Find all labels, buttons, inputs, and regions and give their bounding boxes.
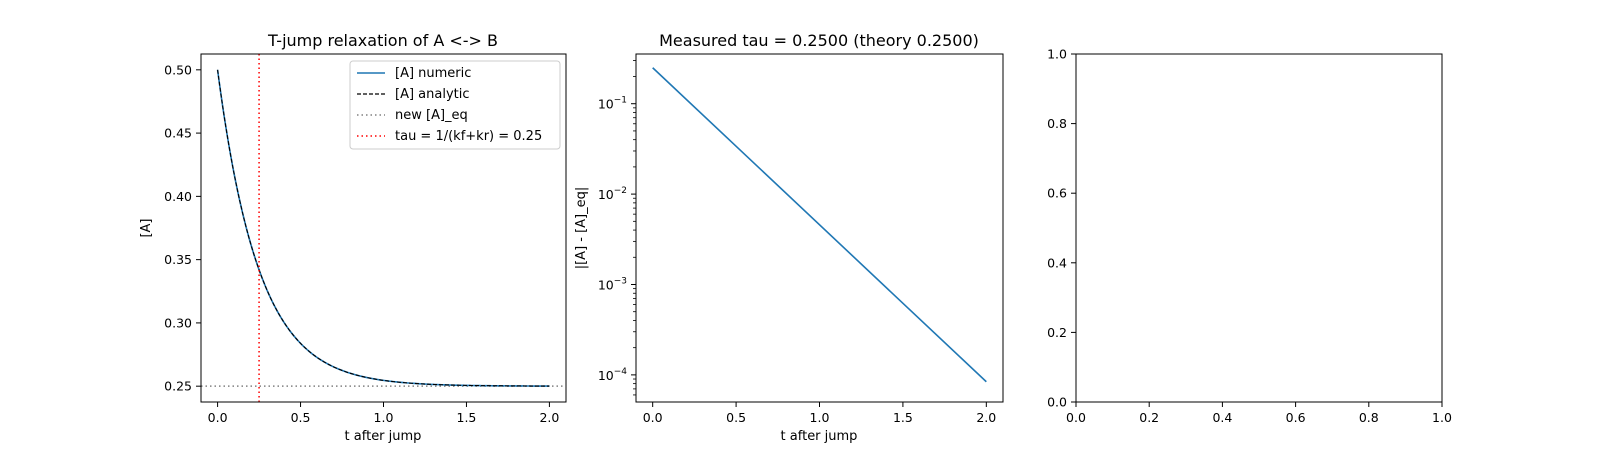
- y-tick-label: 10−3: [598, 276, 627, 292]
- x-tick-label: 0.5: [726, 410, 746, 425]
- x-tick-label: 0.4: [1212, 410, 1232, 425]
- series-analytic-line: [217, 69, 550, 387]
- y-tick-label: 0.4: [1047, 255, 1067, 270]
- y-tick-label: 10−1: [598, 96, 627, 112]
- panel3-frame: [1075, 53, 1443, 403]
- panel1-legend: [A] numeric [A] analytic new [A]_eq tau …: [349, 60, 561, 150]
- y-tick-label: 0.6: [1047, 186, 1067, 201]
- panel2-plot-area: [652, 67, 987, 383]
- y-tick-label: 0.25: [164, 379, 192, 394]
- panel2-title: Measured tau = 0.2500 (theory 0.2500): [659, 31, 979, 50]
- legend-label-tau: tau = 1/(kf+kr) = 0.25: [395, 129, 542, 144]
- y-tick-label: 1.0: [1047, 47, 1067, 62]
- panel3-y-ticks: 0.0 0.2 0.4 0.6 0.8 1.0: [1047, 47, 1076, 410]
- x-tick-label: 0.8: [1359, 410, 1379, 425]
- legend-label-numeric: [A] numeric: [395, 66, 471, 81]
- panel1-title: T-jump relaxation of A <-> B: [267, 31, 498, 50]
- legend-label-eq: new [A]_eq: [395, 108, 468, 123]
- legend-box: [349, 60, 561, 150]
- panel1-x-label: t after jump: [345, 429, 422, 444]
- y-tick-label: 0.30: [164, 315, 192, 330]
- panel1-plot-area: [201, 54, 566, 402]
- panel2-y-label: |[A] - [A]_eq|: [574, 187, 589, 270]
- x-tick-label: 1.0: [374, 410, 394, 425]
- panel1-y-ticks: 0.25 0.30 0.35 0.40 0.45 0.50: [164, 62, 201, 394]
- y-tick-label: 0.50: [164, 62, 192, 77]
- panel-relaxation: T-jump relaxation of A <-> B 0.0 0.5 1.0 1.…: [139, 31, 567, 444]
- y-tick-label: 10−2: [598, 186, 627, 202]
- panel-empty: 0.0 0.2 0.4 0.6 0.8 1.0 0.0 0.2 0.4 0.6 0.8 1.0: [1047, 47, 1452, 426]
- x-tick-label: 2.0: [539, 410, 559, 425]
- y-tick-label: 10−4: [598, 367, 627, 383]
- x-tick-label: 0.6: [1286, 410, 1306, 425]
- y-tick-label: 0.40: [164, 189, 192, 204]
- panel-log-deviation: Measured tau = 0.2500 (theory 0.2500) 0.…: [574, 31, 1004, 444]
- y-tick-label: 0.45: [164, 126, 192, 141]
- panel2-x-ticks: 0.0 0.5 1.0 1.5 2.0: [643, 402, 996, 425]
- x-tick-label: 2.0: [976, 410, 996, 425]
- panel1-x-ticks: 0.0 0.5 1.0 1.5 2.0: [208, 402, 559, 425]
- panel3-x-ticks: 0.0 0.2 0.4 0.6 0.8 1.0: [1066, 402, 1452, 425]
- x-tick-label: 0.2: [1139, 410, 1159, 425]
- x-tick-label: 0.0: [1066, 410, 1086, 425]
- y-tick-label: 0.0: [1047, 395, 1067, 410]
- panel2-y-ticks: 10−1 10−2 10−3 10−4: [598, 60, 636, 396]
- deviation-line: [652, 67, 987, 383]
- legend-label-analytic: [A] analytic: [395, 87, 470, 102]
- x-tick-label: 1.0: [1432, 410, 1452, 425]
- panel1-y-label: [A]: [139, 218, 154, 237]
- y-tick-label: 0.8: [1047, 116, 1067, 131]
- x-tick-label: 0.0: [643, 410, 663, 425]
- y-tick-label: 0.2: [1047, 325, 1067, 340]
- y-tick-label: 0.35: [164, 252, 192, 267]
- x-tick-label: 1.5: [893, 410, 913, 425]
- x-tick-label: 0.5: [291, 410, 311, 425]
- x-tick-label: 0.0: [208, 410, 228, 425]
- x-tick-label: 1.0: [810, 410, 830, 425]
- panel2-x-label: t after jump: [781, 429, 858, 444]
- x-tick-label: 1.5: [457, 410, 477, 425]
